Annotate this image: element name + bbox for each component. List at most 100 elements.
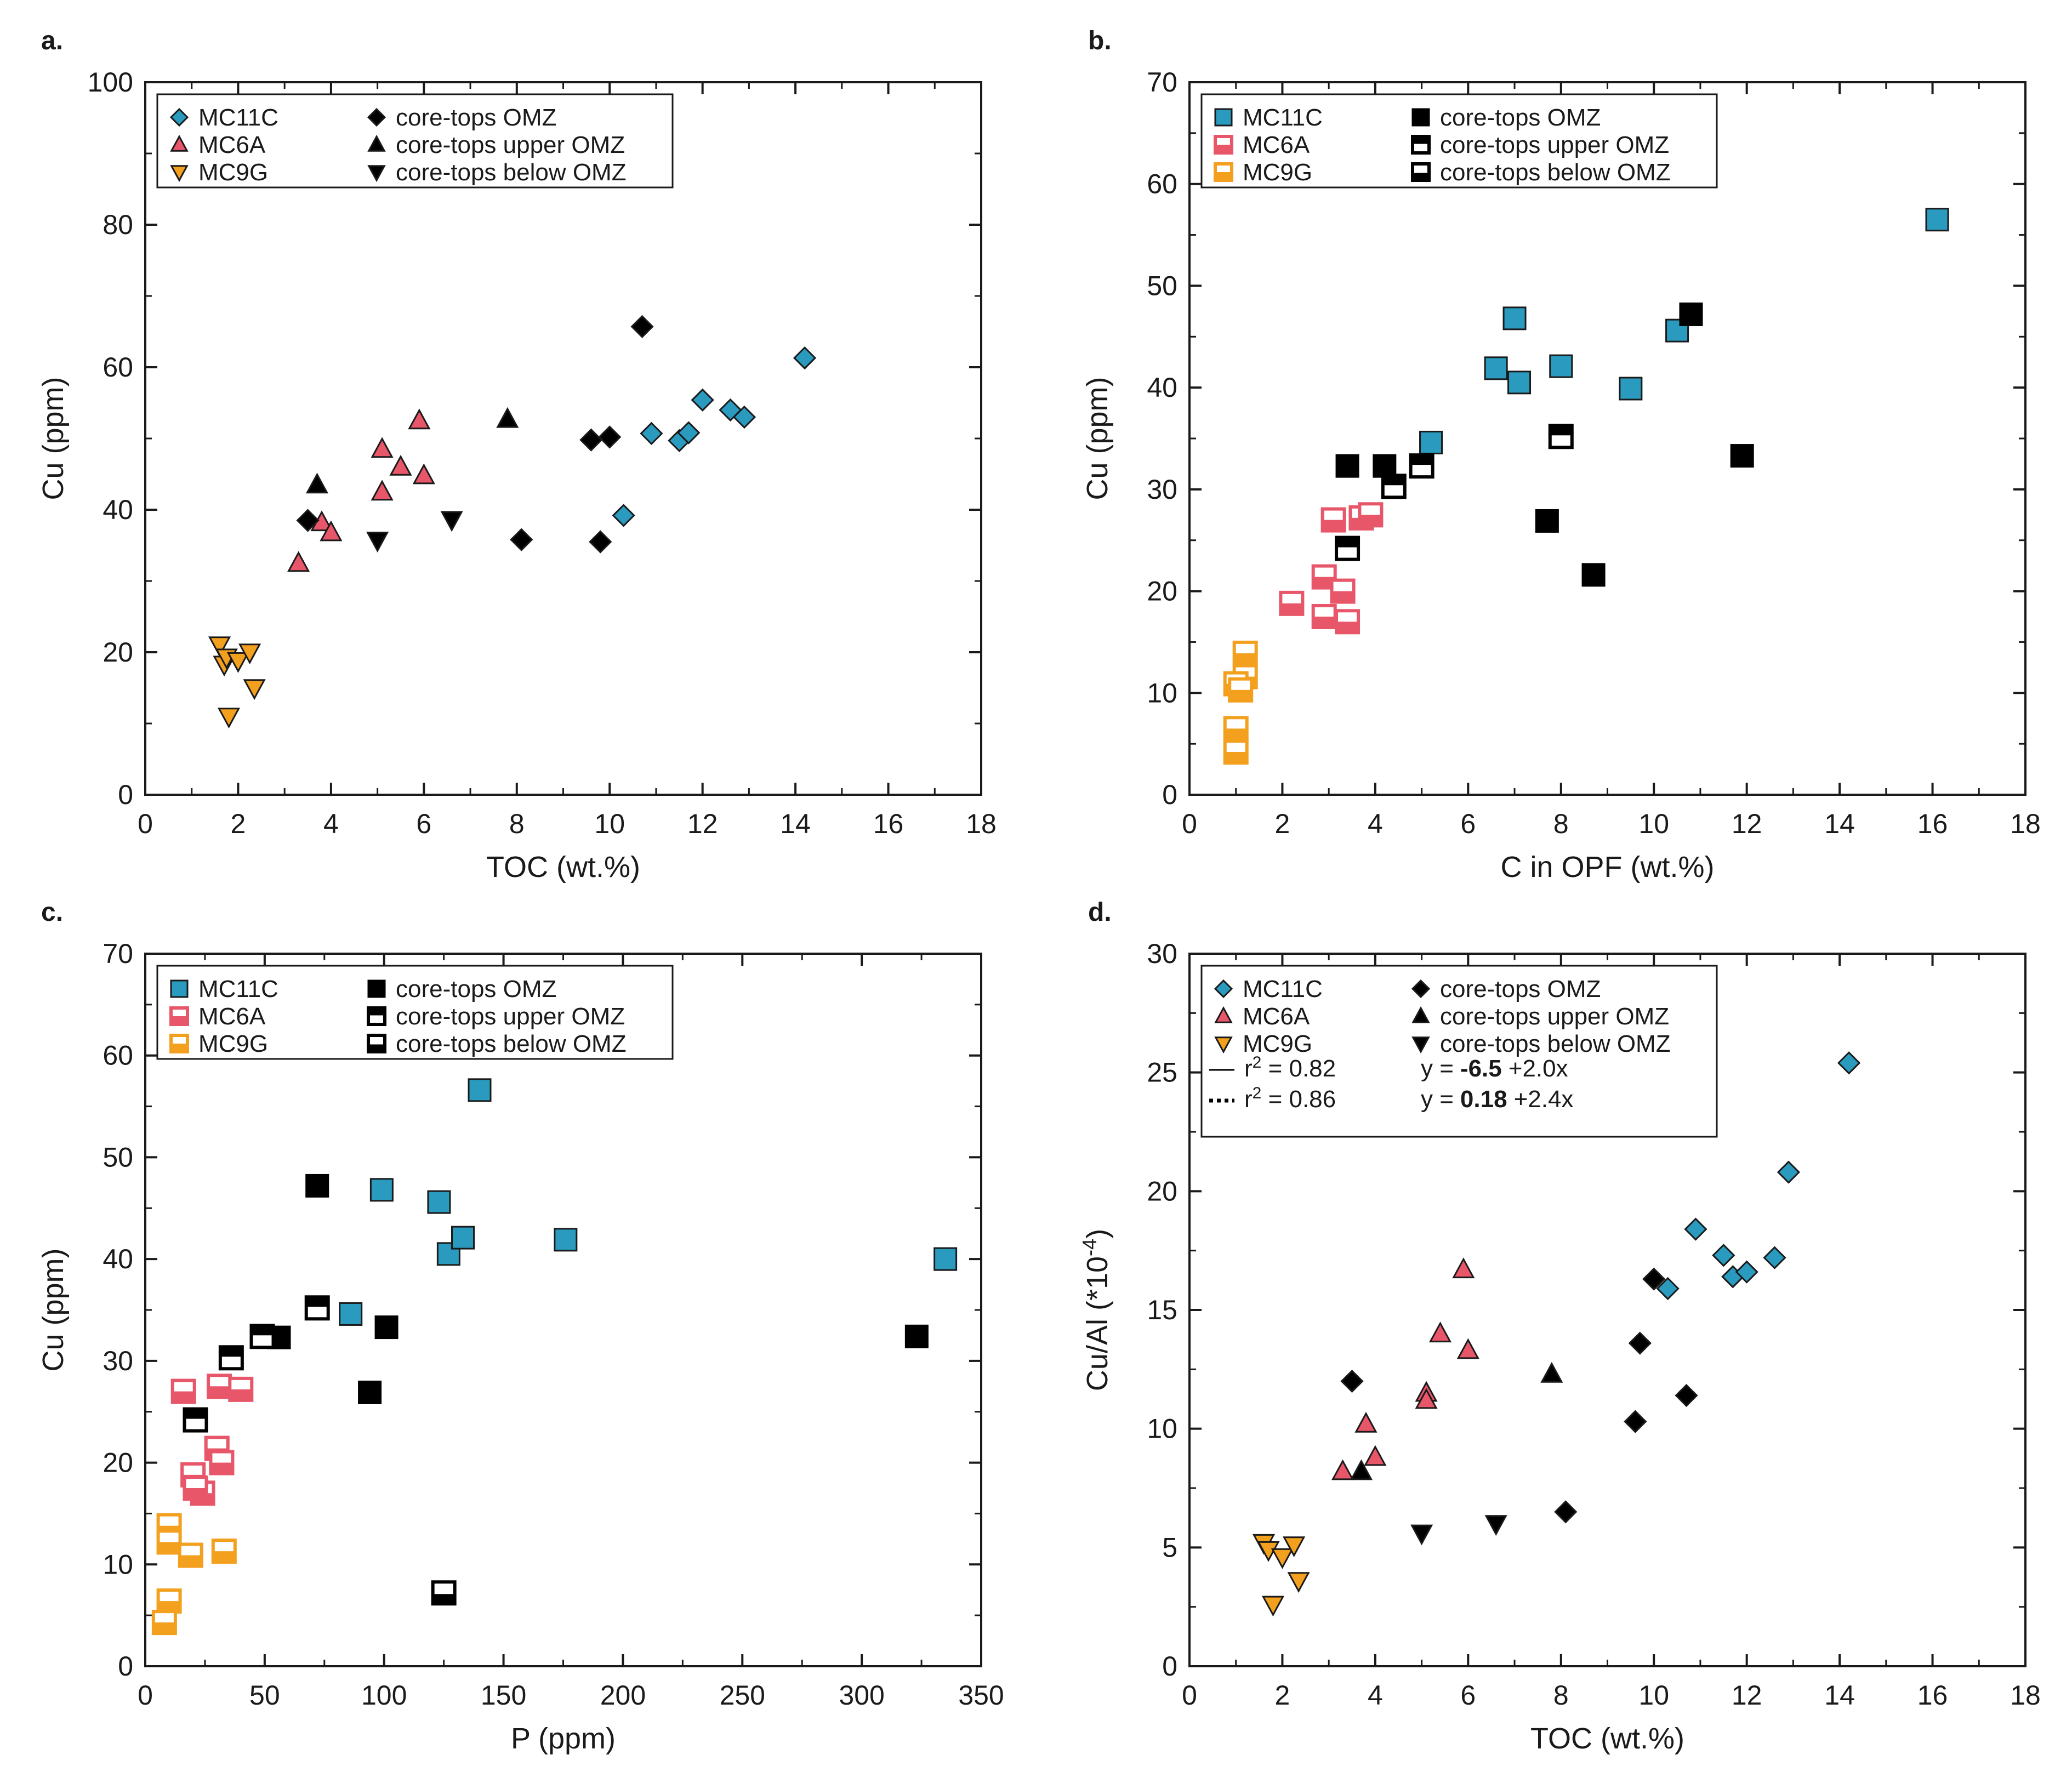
legend-marker	[1411, 1036, 1430, 1054]
x-tick-label: 10	[1638, 808, 1669, 839]
data-point-fill	[1322, 520, 1345, 531]
panel-a: a. 0 2 4 6 8 10 12 14 16 18 0 20 40 60 80 100 TOC (wt.%) C…	[37, 26, 997, 884]
x-tick-label: 18	[966, 808, 997, 839]
fit-r2-sup: 2	[1253, 1084, 1262, 1102]
legend-marker-fill	[171, 1044, 187, 1052]
data-point-fill	[184, 1409, 207, 1419]
legend-marker	[1214, 108, 1233, 127]
data-point-shape	[226, 652, 250, 673]
legend-box	[1200, 93, 1718, 189]
data-point-shape	[287, 551, 310, 572]
data-point	[1373, 454, 1397, 478]
data-point-shape	[1502, 306, 1527, 331]
series-core-tops-omz	[1335, 302, 1754, 587]
data-point	[371, 437, 394, 458]
data-point-shape	[371, 437, 394, 458]
data-point	[1330, 578, 1356, 604]
data-point	[371, 480, 394, 501]
data-point	[208, 636, 231, 658]
x-tick-label: 100	[361, 1680, 407, 1711]
y-tick-label: 5	[1162, 1532, 1177, 1563]
data-point-shape	[1428, 1321, 1452, 1343]
data-point-fill	[1225, 728, 1247, 740]
data-point-shape	[217, 708, 241, 729]
y-tick-label: 30	[103, 1346, 133, 1376]
data-point	[170, 1378, 196, 1404]
data-point	[1335, 609, 1361, 635]
data-point	[1358, 502, 1384, 528]
x-tick-label: 0	[1182, 1680, 1197, 1711]
series-core-tops-upper-omz	[1335, 424, 1574, 561]
legend-label: core-tops below OMZ	[1440, 159, 1671, 186]
data-point-shape	[1484, 356, 1508, 380]
data-point-shape	[1373, 454, 1397, 478]
x-tick-label: 16	[873, 808, 904, 839]
y-tick-label: 20	[1147, 1176, 1177, 1206]
data-point	[1684, 1217, 1707, 1241]
y-tick-label: 50	[1147, 270, 1177, 301]
data-point	[1428, 1321, 1452, 1343]
legend-marker-shape	[1214, 979, 1233, 999]
data-point	[1283, 1536, 1306, 1558]
x-tick-label: 2	[1275, 1680, 1290, 1711]
data-point-shape	[1628, 1331, 1652, 1355]
legend-marker-shape	[170, 134, 189, 152]
data-point	[183, 1407, 208, 1433]
data-point	[228, 1376, 254, 1402]
data-point	[1331, 1459, 1354, 1480]
data-point	[554, 1228, 578, 1252]
legend-marker-fill	[1413, 136, 1429, 144]
legend-marker	[1411, 108, 1430, 127]
x-tick-label: 250	[720, 1680, 765, 1711]
data-point	[1223, 739, 1249, 765]
x-tick-label: 300	[839, 1680, 884, 1711]
data-point-fill	[1313, 577, 1335, 588]
data-point	[933, 1247, 958, 1271]
data-point	[1340, 1369, 1364, 1393]
data-point-shape	[1540, 1361, 1563, 1383]
legend-marker	[170, 165, 189, 183]
data-point-shape	[339, 1302, 363, 1326]
series-mc9g	[1223, 640, 1258, 765]
data-point-shape	[1271, 1548, 1294, 1569]
legend-marker	[367, 1034, 386, 1053]
x-tick-label: 2	[231, 808, 246, 839]
data-point	[412, 463, 435, 485]
y-tick-label: 0	[1162, 1651, 1177, 1682]
data-point	[1415, 1388, 1438, 1409]
legend-marker	[367, 107, 386, 127]
data-point	[1540, 1361, 1563, 1383]
legend-label: MC9G	[1243, 159, 1312, 186]
data-point	[1456, 1338, 1479, 1359]
data-point-shape	[1350, 1459, 1373, 1480]
x-tick-label: 2	[1275, 808, 1290, 839]
data-point	[217, 708, 241, 729]
legend-label: MC9G	[198, 159, 268, 186]
x-tick-label: 6	[1460, 1680, 1476, 1711]
data-point-shape	[1925, 208, 1949, 232]
data-point-shape	[1684, 1217, 1707, 1241]
legend-marker	[1411, 135, 1431, 155]
data-point	[1311, 604, 1337, 629]
x-tick-label: 8	[1553, 1680, 1569, 1711]
data-point-shape	[305, 472, 329, 494]
y-axis-label-main: Cu (ppm)	[37, 377, 70, 500]
data-point-fill	[251, 1325, 274, 1336]
data-point	[1548, 424, 1574, 449]
data-point-shape	[374, 1315, 399, 1340]
data-point	[1642, 1267, 1666, 1291]
data-point	[1271, 1548, 1294, 1569]
data-point-shape	[412, 463, 435, 485]
data-point-shape	[1354, 1411, 1377, 1433]
data-point	[732, 405, 756, 429]
y-axis-label: Cu (ppm)	[37, 377, 70, 500]
series-mc11c	[339, 1078, 958, 1326]
legend-marker	[1214, 979, 1233, 999]
data-point-shape	[1679, 302, 1703, 326]
fit-eq-prefix: y =	[1421, 1055, 1454, 1082]
x-tick-label: 6	[1460, 808, 1476, 839]
data-point	[1320, 507, 1346, 533]
data-point	[1925, 208, 1949, 232]
data-point	[178, 1542, 203, 1568]
series-mc11c	[1656, 1051, 1861, 1301]
